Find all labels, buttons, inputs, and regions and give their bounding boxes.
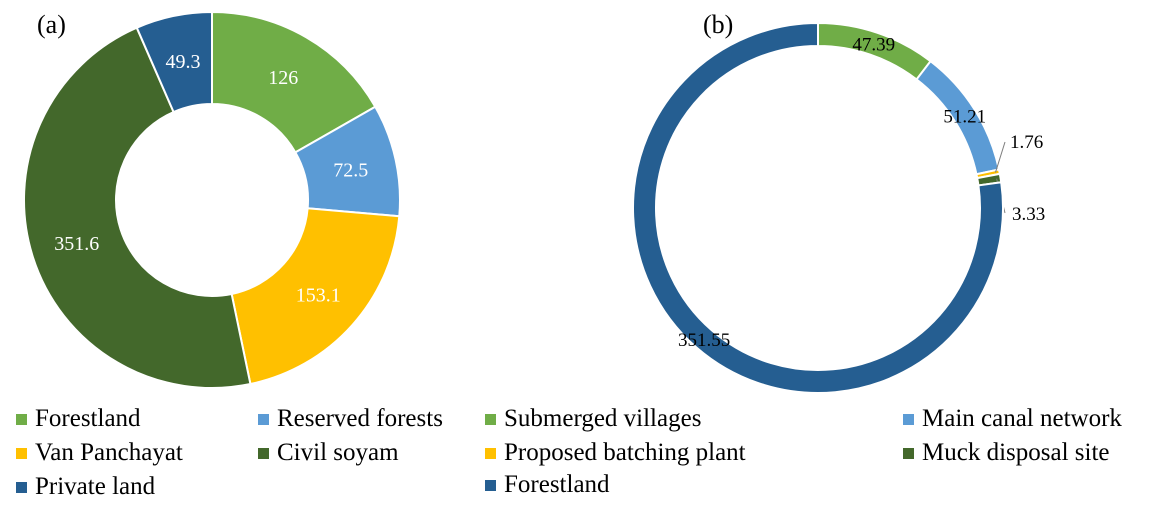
- legend-label: Forestland: [504, 471, 610, 498]
- donut-slice-van-panchayat: [230, 207, 401, 386]
- slice-value-label: 153.1: [296, 284, 341, 306]
- legend-item-civil-soyam: Civil soyam: [258, 439, 399, 467]
- legend-swatch: [903, 447, 914, 459]
- legend-label: Proposed batching plant: [504, 439, 746, 466]
- legend-label: Reserved forests: [277, 405, 443, 432]
- legend-item-muck-disposal-site: Muck disposal site: [903, 439, 1110, 467]
- panel-label-a: (a): [37, 10, 66, 39]
- legend-swatch: [485, 447, 496, 459]
- legend: Forestland Reserved forests Submerged vi…: [0, 405, 1150, 510]
- donut-slice-forestland: [632, 21, 1004, 394]
- legend-label: Submerged villages: [504, 405, 702, 432]
- legend-swatch: [485, 479, 496, 491]
- legend-label: Private land: [35, 473, 156, 500]
- slice-value-label: 51.21: [943, 106, 986, 127]
- slice-value-label: 351.6: [54, 233, 99, 255]
- slice-value-label: 3.33: [1012, 204, 1045, 225]
- donut-chart-b: 47.39 51.21 1.76 3.33 351.55: [632, 21, 1045, 394]
- legend-label: Main canal network: [922, 405, 1122, 432]
- legend-label: Civil soyam: [277, 439, 399, 466]
- slice-value-label: 1.76: [1010, 132, 1043, 153]
- legend-swatch: [16, 447, 27, 459]
- slice-value-label: 49.3: [165, 51, 200, 73]
- legend-label: Van Panchayat: [35, 439, 183, 466]
- legend-item-main-canal-network: Main canal network: [903, 405, 1122, 433]
- legend-label: Muck disposal site: [922, 439, 1110, 466]
- donut-slice-private-land: [135, 10, 213, 114]
- legend-item-submerged-villages: Submerged villages: [485, 405, 701, 433]
- panel-label-b: (b): [703, 10, 734, 39]
- donut-slice-forestland: [211, 10, 377, 154]
- donut-slice-civil-soyam: [23, 26, 252, 389]
- legend-swatch: [485, 413, 496, 425]
- donut-chart-a: 126 72.5 153.1 351.6 49.3: [23, 10, 401, 389]
- legend-item-forestland-a: Forestland: [16, 405, 141, 433]
- legend-item-forestland-b: Forestland: [485, 471, 610, 499]
- legend-item-reserved-forests: Reserved forests: [258, 405, 443, 433]
- legend-label: Forestland: [35, 405, 141, 432]
- legend-swatch: [258, 413, 269, 425]
- legend-item-proposed-batching-plant: Proposed batching plant: [485, 439, 746, 467]
- legend-swatch: [258, 447, 269, 459]
- slice-value-label: 126: [268, 67, 298, 89]
- legend-swatch: [903, 413, 914, 425]
- slice-value-label: 351.55: [678, 330, 730, 351]
- leader-line: [994, 141, 1006, 173]
- legend-swatch: [16, 481, 27, 493]
- legend-item-van-panchayat: Van Panchayat: [16, 439, 183, 467]
- legend-swatch: [16, 413, 27, 425]
- slice-value-label: 47.39: [852, 35, 895, 56]
- slice-value-label: 72.5: [333, 160, 368, 182]
- legend-item-private-land: Private land: [16, 473, 155, 501]
